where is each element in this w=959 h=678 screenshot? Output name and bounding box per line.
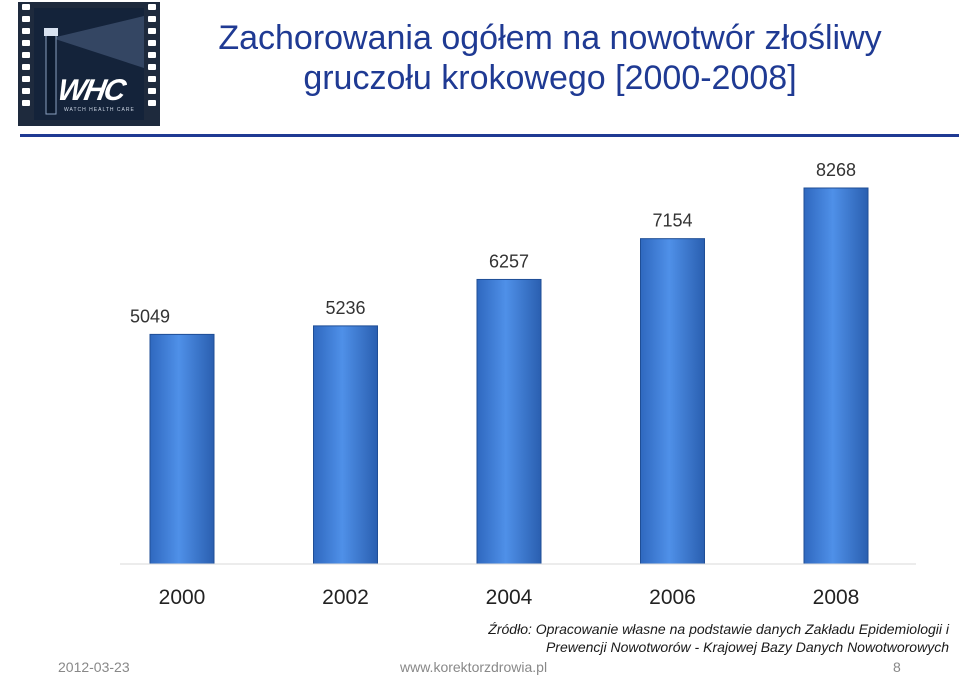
x-tick-2000: 2000 bbox=[159, 586, 206, 609]
x-tick-2004: 2004 bbox=[486, 586, 533, 609]
x-tick-2002: 2002 bbox=[322, 586, 369, 609]
film-holes-right bbox=[146, 4, 158, 124]
footer-page-number: 8 bbox=[893, 659, 901, 675]
source-note: Źródło: Opracowanie własne na podstawie … bbox=[488, 620, 949, 656]
source-line-2: Prewencji Nowotworów - Krajowej Bazy Dan… bbox=[545, 639, 949, 655]
title-rule bbox=[20, 134, 959, 137]
data-label-2000: 5049 bbox=[130, 306, 170, 326]
slide-title: Zachorowania ogółem na nowotwór złośliwy… bbox=[170, 18, 930, 98]
x-tick-2006: 2006 bbox=[649, 586, 696, 609]
whc-logo: WHC WATCH HEALTH CARE bbox=[18, 2, 160, 126]
source-line-1: Źródło: Opracowanie własne na podstawie … bbox=[488, 621, 949, 637]
footer-date: 2012-03-23 bbox=[58, 659, 130, 675]
bar-chart: 5049 2000 5236 2002 6257 2004 7154 2006 8268 2008 bbox=[120, 160, 916, 609]
title-line-2: gruczołu krokowego [2000-2008] bbox=[303, 59, 797, 97]
x-tick-2008: 2008 bbox=[813, 586, 860, 609]
data-label-2006: 7154 bbox=[652, 211, 692, 231]
footer-website[interactable]: www.korektorzdrowia.pl bbox=[400, 659, 548, 675]
bar-2008 bbox=[803, 187, 869, 565]
bar-2004 bbox=[476, 278, 542, 565]
data-label-2004: 6257 bbox=[489, 251, 529, 271]
bar-2002 bbox=[313, 325, 378, 565]
data-label-2002: 5236 bbox=[325, 298, 365, 318]
title-line-1: Zachorowania ogółem na nowotwór złośliwy bbox=[218, 19, 882, 57]
logo-subtext: WATCH HEALTH CARE bbox=[64, 107, 135, 113]
film-holes-left bbox=[20, 4, 32, 124]
logo-wordmark: WHC bbox=[55, 74, 127, 107]
data-label-2008: 8268 bbox=[816, 160, 856, 180]
bar-2006 bbox=[640, 238, 705, 565]
lighthouse-icon bbox=[44, 16, 144, 115]
bar-2000 bbox=[149, 333, 215, 565]
logo-frame bbox=[34, 8, 144, 120]
